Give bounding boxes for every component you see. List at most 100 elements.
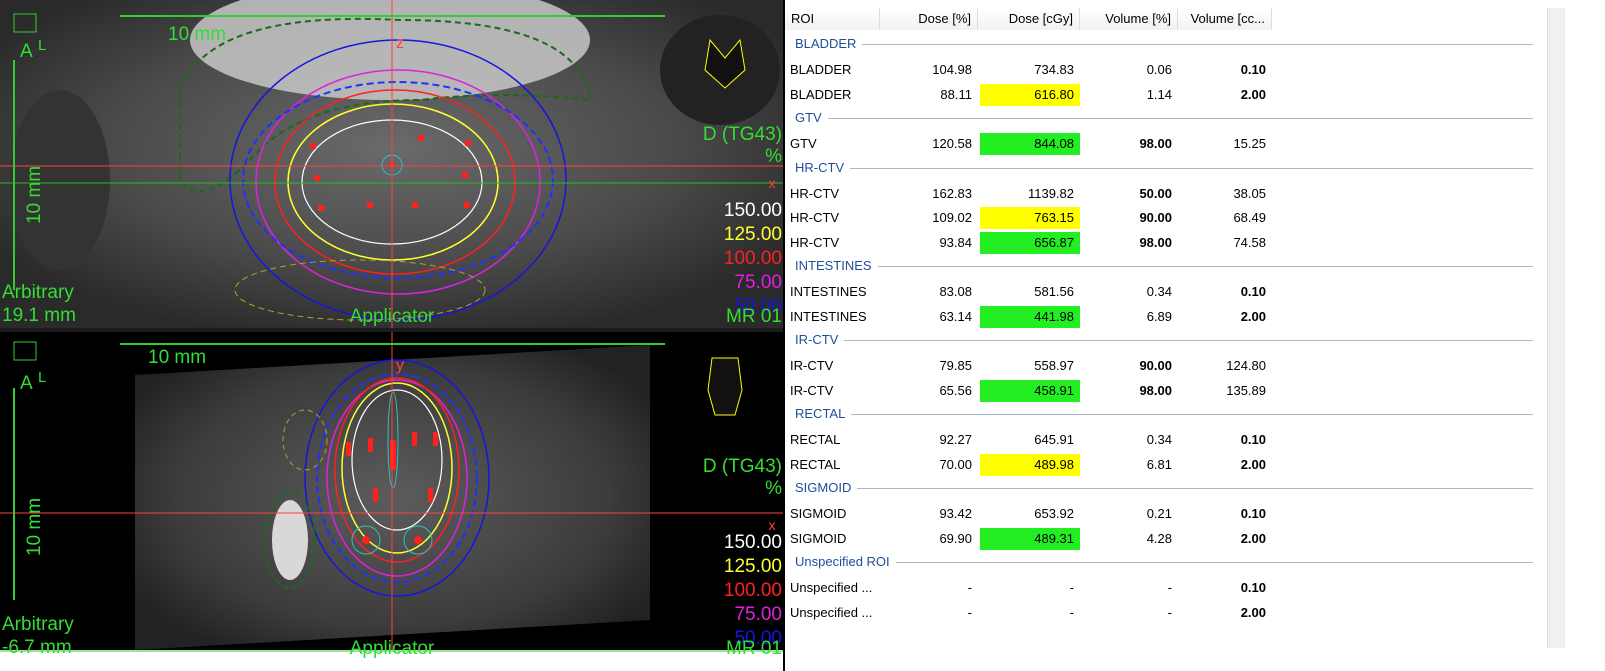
group-header: SIGMOID	[795, 480, 852, 495]
table-cell: 6.81	[1146, 456, 1172, 472]
applicator-label: Applicator	[350, 306, 435, 327]
table-cell: 135.89	[1226, 382, 1266, 398]
table-cell: 120.58	[932, 136, 972, 151]
isodose-125	[287, 103, 499, 261]
table-cell: INTESTINES	[790, 308, 867, 324]
scale-label: 10 mm	[148, 347, 206, 368]
table-cell: BLADDER	[790, 86, 852, 102]
group-line	[851, 414, 1533, 415]
table-cell: 90.00	[1139, 210, 1172, 225]
viewer-bottom	[0, 332, 783, 650]
table-cell: 2.00	[1240, 530, 1266, 546]
table-cell: 558.97	[1034, 358, 1074, 373]
orientation: A	[20, 373, 33, 394]
table-cell: 162.83	[932, 185, 972, 201]
table-cell: Unspecified ...	[790, 604, 873, 620]
table-cell: RECTAL	[790, 432, 841, 447]
contour	[316, 373, 478, 583]
table-cell: 616.80	[980, 83, 1080, 106]
vertical-scale: 10 mm	[24, 166, 45, 224]
isodose-level: 75.00	[734, 272, 782, 293]
group-line	[857, 488, 1533, 489]
scrollbar[interactable]	[1547, 8, 1565, 648]
table-cell: 83.08	[939, 284, 972, 299]
isodose-level: 100.00	[724, 248, 782, 269]
isodose-50	[304, 359, 490, 597]
applicator	[351, 525, 381, 555]
isodose-75	[326, 379, 468, 577]
isodose-level: 125.00	[724, 224, 782, 245]
contour	[234, 259, 486, 321]
axis-label: x	[769, 517, 776, 533]
isodose-level: 150.00	[724, 200, 782, 221]
dose-unit: %	[765, 146, 782, 167]
column-header[interactable]: ROI	[785, 8, 880, 30]
group-header: INTESTINES	[795, 258, 872, 273]
table-cell: 2.00	[1240, 308, 1266, 324]
table-cell: 38.05	[1233, 185, 1266, 201]
viewer-top	[0, 0, 783, 328]
orientation: L	[38, 37, 46, 54]
table-cell: GTV	[790, 136, 817, 151]
isodose-level: 100.00	[724, 580, 782, 601]
axis-label: z	[396, 35, 404, 52]
table-cell: INTESTINES	[790, 284, 867, 299]
table-cell: 0.21	[1146, 506, 1172, 521]
group-header: RECTAL	[795, 406, 846, 421]
column-header[interactable]: Dose [cGy]	[978, 8, 1080, 30]
table-cell: 441.98	[980, 305, 1080, 328]
column-header[interactable]: Dose [%]	[880, 8, 978, 30]
table-cell: 6.89	[1146, 308, 1172, 324]
table-cell: 98.00	[1139, 382, 1172, 398]
table-cell: 98.00	[1139, 136, 1172, 151]
table-cell: 50.00	[1139, 185, 1172, 201]
table-cell: HR-CTV	[790, 185, 840, 201]
column-header[interactable]: Volume [%]	[1080, 8, 1178, 30]
table-cell: -	[1069, 580, 1074, 595]
table-cell: -	[967, 604, 972, 620]
table-cell: 2.00	[1240, 604, 1266, 620]
table-cell: -	[1167, 580, 1172, 595]
table-cell: 844.08	[980, 133, 1080, 155]
table-cell: 656.87	[980, 231, 1080, 254]
table-cell: 70.00	[939, 456, 972, 472]
table-cell: 0.10	[1240, 432, 1266, 447]
table-cell: 15.25	[1233, 136, 1266, 151]
table-cell: 88.11	[940, 86, 972, 102]
table-cell: 69.90	[939, 530, 972, 546]
table-cell: 93.42	[939, 506, 972, 521]
contour	[242, 81, 554, 279]
applicator-label: Applicator	[350, 638, 435, 659]
column-header[interactable]: Volume [cc...	[1178, 8, 1272, 30]
cube-icon	[13, 341, 37, 361]
table-cell: 0.10	[1240, 580, 1266, 595]
table-cell: 1.14	[1146, 86, 1172, 102]
table-cell: 0.10	[1240, 284, 1266, 299]
contour	[282, 409, 328, 471]
isodose-100	[334, 377, 460, 563]
table-cell: 4.28	[1146, 530, 1172, 546]
cube-icon	[13, 13, 37, 33]
dwell-points	[346, 432, 438, 544]
bladder-image	[190, 0, 590, 100]
status-strip	[0, 650, 783, 671]
table-cell: BLADDER	[790, 62, 852, 77]
table-cell: 1139.82	[1027, 185, 1074, 201]
dose-table: ROI Dose [%] Dose [cGy] Volume [%] Volume [c…	[785, 0, 1545, 671]
orientation-icon	[707, 357, 743, 416]
group-header: BLADDER	[795, 36, 857, 51]
orientation: L	[38, 369, 46, 386]
table-cell: 458.91	[980, 379, 1080, 402]
table-cell: IR-CTV	[790, 358, 834, 373]
group-line	[878, 266, 1533, 267]
isodose-level: 50.00	[734, 296, 782, 317]
isodose-75	[255, 69, 541, 295]
table-cell: 104.98	[932, 62, 972, 77]
table-cell: 124.80	[1226, 358, 1266, 373]
divider	[0, 328, 783, 332]
table-cell: IR-CTV	[790, 382, 834, 398]
table-cell: 2.00	[1240, 456, 1266, 472]
dose-unit: %	[765, 478, 782, 499]
table-cell: 65.56	[939, 382, 972, 398]
